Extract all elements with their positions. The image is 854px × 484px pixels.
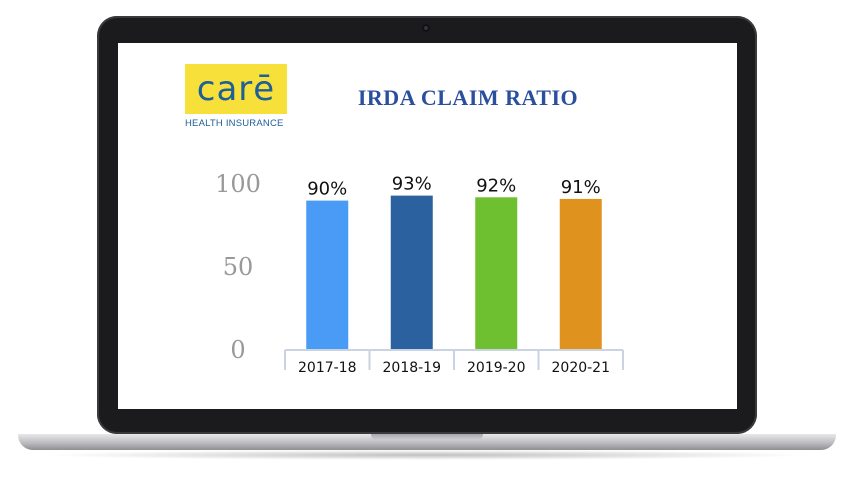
logo-tagline: HEALTH INSURANCE	[185, 118, 284, 129]
bar-2020-21	[559, 198, 602, 350]
bar-2017-18	[306, 200, 349, 350]
y-tick-label: 0	[230, 336, 245, 364]
data-label: 92%	[476, 175, 516, 196]
data-label: 93%	[392, 174, 432, 195]
x-tick-label: 2020-21	[552, 360, 611, 376]
bar-2018-19	[390, 195, 433, 350]
laptop-screen: carē HEALTH INSURANCE IRDA CLAIM RATIO 0…	[118, 43, 737, 409]
x-tick-label: 2018-19	[383, 360, 442, 376]
data-labels: 90% 93% 92% 91%	[307, 174, 601, 200]
x-tick-label: 2017-18	[298, 360, 357, 376]
logo-wordmark: carē	[196, 69, 276, 109]
data-label: 91%	[561, 177, 601, 198]
camera-icon	[422, 24, 430, 32]
laptop-shadow	[40, 450, 814, 460]
data-label: 90%	[307, 179, 347, 200]
laptop-notch	[371, 434, 483, 440]
care-logo: carē HEALTH INSURANCE	[185, 64, 287, 129]
y-axis-ticks: 0 50 100	[215, 170, 261, 364]
bar-2019-20	[475, 197, 518, 350]
chart-title: IRDA CLAIM RATIO	[357, 85, 579, 110]
x-axis: 2017-18 2018-19 2019-20 2020-21	[284, 349, 624, 376]
x-tick-label: 2019-20	[467, 360, 526, 376]
laptop-base	[18, 434, 836, 450]
y-tick-label: 50	[223, 253, 254, 281]
y-tick-label: 100	[215, 170, 261, 198]
bars	[306, 195, 602, 350]
logo-box: carē	[185, 64, 287, 114]
